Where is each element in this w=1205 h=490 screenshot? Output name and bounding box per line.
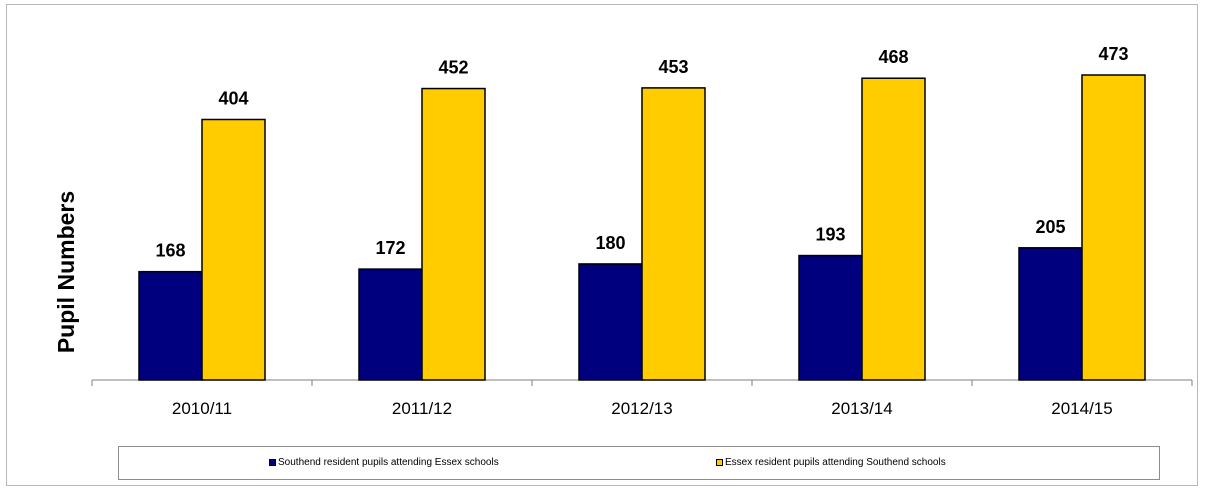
value-label: 404 (218, 88, 248, 108)
legend-swatch-southend (269, 459, 276, 466)
bar-southend (358, 268, 423, 381)
category-label: 2010/11 (172, 399, 232, 418)
value-label: 193 (815, 225, 845, 245)
value-label: 180 (595, 233, 625, 253)
chart-frame (6, 4, 1198, 486)
bar-essex (861, 77, 926, 381)
value-label: 205 (1035, 217, 1065, 237)
category-label: 2012/13 (611, 399, 672, 418)
legend: Southend resident pupils attending Essex… (118, 446, 1160, 480)
bar-essex (421, 87, 486, 381)
bar-southend (798, 254, 863, 381)
legend-swatch-essex (716, 459, 723, 466)
y-axis-label: Pupil Numbers (53, 191, 79, 353)
x-axis-ticks (91, 380, 1193, 386)
bar-southend (578, 263, 643, 381)
category-labels-group: 2010/11 2011/12 2012/13 2013/14 2014/15 (172, 399, 1113, 418)
category-label: 2011/12 (392, 399, 452, 418)
value-label: 468 (878, 47, 908, 67)
category-label: 2014/15 (1051, 399, 1112, 418)
value-label: 168 (155, 241, 185, 261)
bars-group (138, 74, 1146, 381)
value-label: 453 (658, 57, 688, 77)
value-label: 172 (375, 238, 405, 258)
bar-essex (1081, 74, 1146, 381)
legend-label-essex: Essex resident pupils attending Southend… (725, 457, 946, 468)
category-label: 2013/14 (831, 399, 892, 418)
bar-southend (138, 270, 203, 381)
bar-essex (641, 87, 706, 381)
value-label: 452 (438, 58, 468, 78)
value-labels-group: 168 404 172 452 180 453 193 468 205 473 (155, 44, 1128, 261)
legend-item-southend: Southend resident pupils attending Essex… (269, 457, 499, 468)
legend-label-southend: Southend resident pupils attending Essex… (278, 457, 499, 468)
legend-item-essex: Essex resident pupils attending Southend… (716, 457, 946, 468)
bar-southend (1018, 247, 1083, 381)
value-label: 473 (1098, 44, 1128, 64)
bar-essex (201, 118, 266, 381)
